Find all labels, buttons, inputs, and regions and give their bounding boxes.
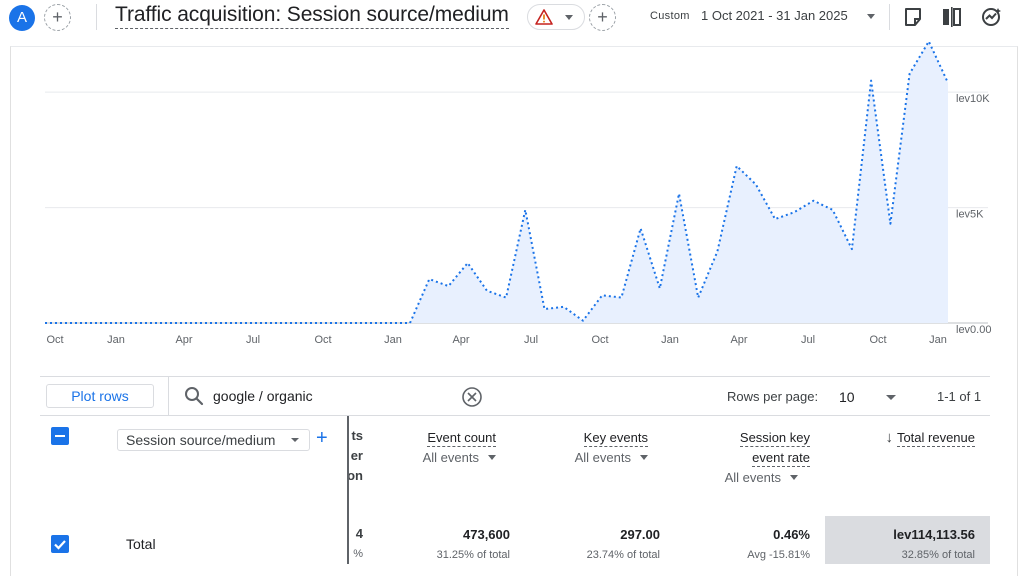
divider: [96, 4, 97, 30]
total-session-key-event-rate: 0.46%: [773, 527, 810, 542]
x-tick-label: Jul: [524, 334, 538, 346]
select-all-checkbox[interactable]: [51, 427, 69, 445]
column-freeze-divider[interactable]: [347, 416, 349, 564]
column-title[interactable]: Event count: [427, 430, 496, 447]
column-title-line2[interactable]: event rate: [752, 450, 810, 467]
x-tick-label: Jul: [801, 334, 815, 346]
total-row-label: Total: [126, 536, 156, 552]
report-header: A + Traffic acquisition: Session source/…: [0, 0, 1024, 34]
clipped-value: 4: [355, 526, 363, 541]
chevron-down-icon: [790, 475, 798, 480]
x-tick-label: Oct: [591, 334, 608, 346]
event-filter-label: All events: [422, 450, 479, 465]
rows-per-page-label: Rows per page:: [727, 389, 819, 404]
check-icon: [54, 540, 66, 550]
data-quality-button[interactable]: [527, 4, 585, 30]
clipped-header-fragment: ts: [351, 428, 363, 443]
x-tick-label: Oct: [314, 334, 331, 346]
x-tick-label: Apr: [452, 334, 469, 346]
divider: [889, 4, 890, 30]
report-card: [10, 46, 1018, 576]
pagination-label: 1-1 of 1: [937, 389, 982, 404]
share-icon[interactable]: [901, 5, 925, 29]
clear-search-icon[interactable]: [461, 386, 483, 408]
total-session-key-event-rate-pct: Avg -15.81%: [747, 549, 810, 561]
total-row-checkbox[interactable]: [51, 535, 69, 553]
chevron-down-icon[interactable]: [886, 395, 896, 400]
x-tick-label: Oct: [46, 334, 63, 346]
column-header-session-key-event-rate[interactable]: Session key event rate All events: [690, 429, 810, 485]
y-tick-label: lev5K: [956, 209, 984, 221]
series-line[interactable]: [45, 40, 949, 324]
chevron-down-icon: [488, 455, 496, 460]
divider: [168, 377, 169, 416]
sorted-column-highlight: [825, 516, 990, 564]
column-title[interactable]: Total revenue: [896, 430, 975, 447]
add-comparison-button[interactable]: +: [44, 4, 71, 31]
insights-icon[interactable]: [980, 5, 1004, 29]
chevron-down-icon[interactable]: [867, 14, 875, 19]
x-tick-label: Apr: [730, 334, 747, 346]
warning-icon: [535, 9, 553, 25]
page-title[interactable]: Traffic acquisition: Session source/medi…: [115, 3, 509, 29]
sort-descending-icon[interactable]: ↓: [885, 429, 893, 446]
chevron-down-icon: [291, 438, 299, 442]
total-event-count-pct: 31.25% of total: [436, 549, 510, 561]
event-filter-select[interactable]: All events: [690, 470, 810, 485]
column-title-line1[interactable]: Session key: [739, 430, 810, 447]
column-header-total-revenue[interactable]: ↓ Total revenue: [840, 429, 975, 447]
total-key-events-pct: 23.74% of total: [586, 549, 660, 561]
line-chart: lev0.00 lev5K lev10K Oct Jan Apr Jul Oct Jan Apr J…: [45, 40, 991, 346]
column-header-key-events[interactable]: Key events All events: [540, 429, 648, 465]
x-tick-label: Jan: [661, 334, 679, 346]
series-area: [45, 41, 948, 324]
x-tick-label: Jan: [929, 334, 947, 346]
total-revenue: lev114,113.56: [893, 527, 975, 542]
event-filter-select[interactable]: All events: [540, 450, 648, 465]
dimension-select[interactable]: Session source/medium: [117, 429, 310, 451]
compare-icon[interactable]: [940, 5, 964, 29]
event-filter-label: All events: [574, 450, 631, 465]
search-input[interactable]: google / organic: [213, 388, 313, 404]
date-mode-label: Custom: [650, 10, 690, 22]
table-toolbar: Plot rows google / organic Rows per page…: [40, 376, 990, 416]
clipped-value: %: [353, 548, 363, 560]
chevron-down-icon: [640, 455, 648, 460]
x-tick-label: Apr: [175, 334, 192, 346]
search-icon: [185, 387, 204, 406]
comparison-avatar[interactable]: A: [9, 5, 35, 31]
y-tick-label: lev0.00: [956, 324, 991, 336]
date-range-picker[interactable]: 1 Oct 2021 - 31 Jan 2025: [701, 8, 848, 23]
chevron-down-icon: [565, 15, 573, 20]
clipped-column: ts er on 4 %: [349, 416, 363, 564]
x-tick-label: Oct: [869, 334, 886, 346]
total-event-count: 473,600: [463, 527, 510, 542]
x-tick-label: Jan: [107, 334, 125, 346]
x-tick-label: Jan: [384, 334, 402, 346]
event-filter-select[interactable]: All events: [390, 450, 496, 465]
add-dimension-button[interactable]: +: [316, 427, 328, 449]
total-revenue-pct: 32.85% of total: [901, 549, 975, 561]
clipped-header-fragment: on: [349, 468, 363, 483]
x-tick-label: Jul: [246, 334, 260, 346]
dimension-select-label: Session source/medium: [126, 432, 276, 448]
event-filter-label: All events: [724, 470, 781, 485]
column-header-event-count[interactable]: Event count All events: [390, 429, 496, 465]
add-filter-button[interactable]: +: [589, 4, 616, 31]
column-title[interactable]: Key events: [583, 430, 648, 447]
y-tick-label: lev10K: [956, 93, 990, 105]
clipped-header-fragment: er: [350, 448, 363, 463]
rows-per-page-select[interactable]: 10: [839, 389, 855, 405]
plot-rows-button[interactable]: Plot rows: [46, 384, 154, 408]
total-key-events: 297.00: [620, 527, 660, 542]
